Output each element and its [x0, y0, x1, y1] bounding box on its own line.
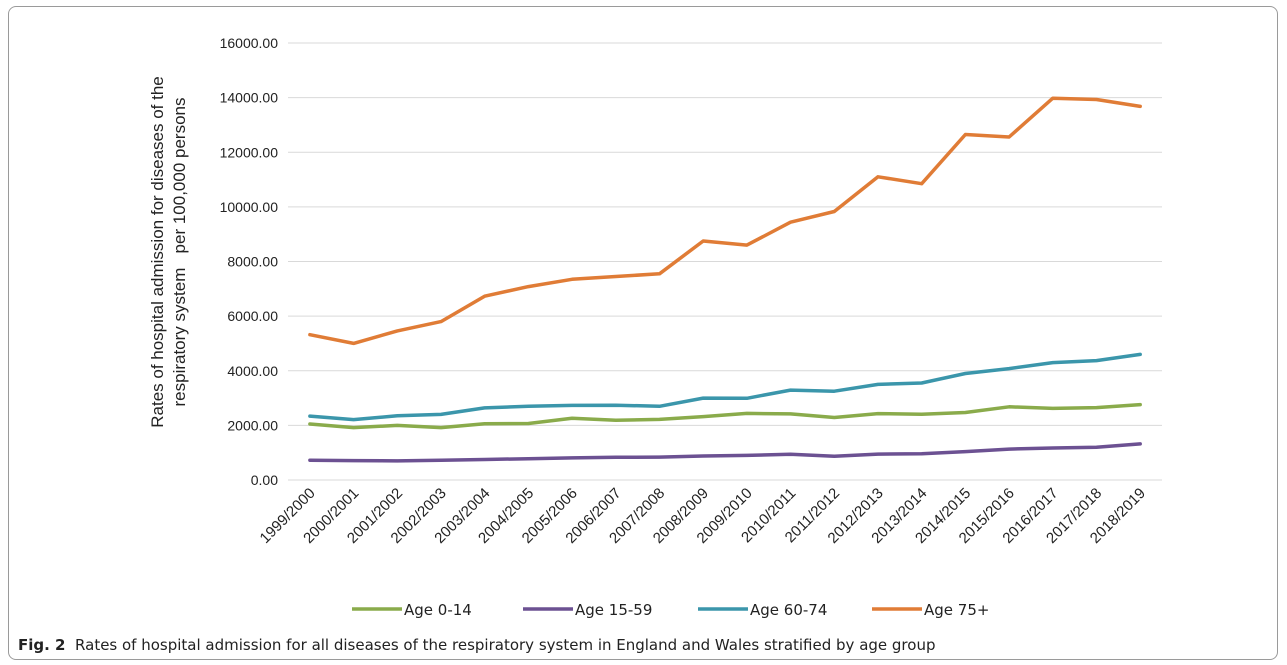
x-axis-ticks: 1999/20002000/20012001/20022002/20032003… [257, 485, 1149, 547]
y-axis-label-line1: Rates of hospital admission for diseases… [148, 76, 167, 428]
legend-label: Age 15-59 [575, 601, 652, 619]
figure-caption: Fig. 2 Rates of hospital admission for a… [18, 636, 935, 654]
legend-label: Age 0-14 [404, 601, 472, 619]
legend-label: Age 60-74 [750, 601, 827, 619]
legend-label: Age 75+ [924, 601, 989, 619]
y-tick-label: 16000.00 [220, 35, 279, 51]
y-tick-label: 2000.00 [227, 417, 278, 433]
y-tick-label: 6000.00 [227, 308, 278, 324]
series-lines [308, 96, 1142, 463]
series-line [308, 402, 1142, 430]
series-line [308, 442, 1142, 463]
series-line [308, 352, 1142, 422]
y-tick-label: 14000.00 [220, 90, 279, 106]
series-line [308, 96, 1142, 346]
y-tick-label: 12000.00 [220, 144, 279, 160]
caption-label: Fig. 2 [18, 636, 66, 654]
y-axis-ticks: 0.00 2000.00 4000.00 6000.00 8000.00 10000.00… [220, 35, 279, 488]
y-tick-label: 8000.00 [227, 254, 278, 270]
figure-frame [8, 6, 1278, 660]
y-tick-label: 0.00 [251, 472, 278, 488]
grid-lines [288, 42, 1162, 481]
y-axis-label-line2: respiratory system per 100,000 persons [170, 98, 189, 407]
y-tick-label: 10000.00 [220, 199, 279, 215]
caption-text: Rates of hospital admission for all dise… [75, 636, 936, 654]
legend: Age 0-14 Age 15-59 Age 60-74 Age 75+ [352, 601, 989, 619]
y-tick-label: 4000.00 [227, 363, 278, 379]
